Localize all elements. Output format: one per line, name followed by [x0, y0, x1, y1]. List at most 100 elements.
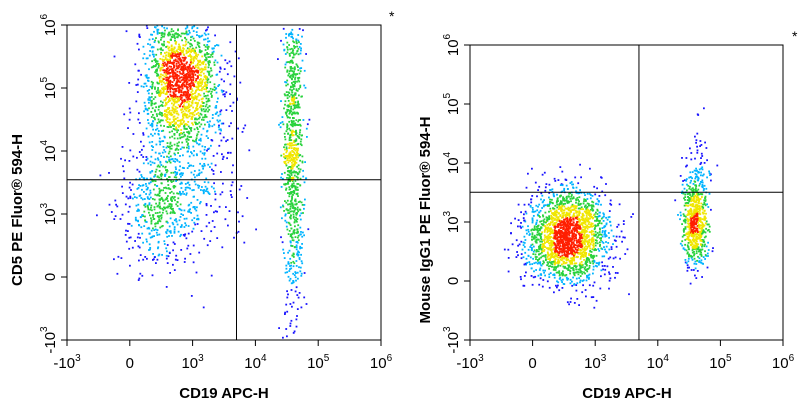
event-dot — [533, 225, 536, 228]
event-dot — [573, 258, 575, 261]
event-dot — [555, 267, 557, 269]
event-dot — [202, 306, 205, 309]
event-dot — [291, 96, 294, 98]
event-dot — [573, 244, 576, 246]
event-dot — [180, 213, 183, 215]
event-dot — [178, 134, 181, 137]
event-dot — [549, 210, 552, 212]
event-dot — [571, 203, 574, 206]
event-dot — [586, 198, 589, 200]
event-dot — [588, 266, 591, 269]
event-dot — [172, 197, 175, 200]
event-dot — [289, 257, 292, 260]
event-dot — [284, 271, 287, 274]
event-dot — [564, 265, 566, 268]
event-dot — [170, 180, 172, 182]
event-dot — [207, 137, 209, 139]
event-dot — [568, 252, 570, 255]
event-dot — [296, 123, 298, 126]
event-dot — [166, 70, 169, 73]
event-dot — [211, 117, 214, 119]
event-dot — [521, 225, 524, 228]
event-dot — [173, 123, 176, 125]
event-dot — [160, 124, 162, 127]
event-dot — [290, 59, 293, 62]
event-dot — [544, 204, 547, 207]
event-dot — [561, 248, 563, 250]
event-dot — [554, 227, 557, 229]
event-dot — [194, 50, 196, 53]
event-dot — [145, 221, 148, 223]
event-dot — [288, 70, 291, 73]
event-dot — [169, 272, 171, 274]
event-dot — [177, 104, 180, 106]
event-dot — [204, 157, 207, 160]
event-dot — [591, 222, 594, 225]
event-dot — [287, 74, 290, 77]
event-dot — [174, 93, 177, 96]
event-dot — [166, 63, 169, 65]
event-dot — [164, 165, 167, 168]
event-dot — [201, 97, 204, 100]
event-dot — [566, 213, 568, 216]
event-dot — [156, 115, 158, 117]
event-dot — [167, 107, 169, 109]
event-dot — [552, 274, 555, 276]
event-dot — [149, 124, 152, 127]
event-dot — [148, 193, 151, 196]
event-dot — [178, 91, 181, 93]
event-dot — [558, 260, 561, 263]
event-dot — [187, 55, 190, 57]
event-dot — [177, 197, 180, 200]
event-dot — [299, 154, 302, 156]
event-dot — [300, 272, 303, 275]
event-dot — [214, 59, 217, 62]
event-dot — [157, 118, 160, 121]
event-dot — [161, 254, 163, 256]
event-dot — [547, 230, 550, 232]
event-dot — [591, 195, 594, 197]
event-dot — [591, 200, 593, 203]
event-dot — [289, 235, 292, 238]
event-dot — [291, 207, 294, 209]
event-dot — [299, 226, 302, 229]
event-dot — [148, 68, 150, 71]
event-dot — [550, 241, 552, 244]
event-dot — [576, 241, 578, 244]
event-dot — [209, 75, 212, 78]
event-dot — [204, 115, 207, 118]
event-dot — [300, 233, 302, 236]
event-dot — [570, 297, 572, 300]
event-dot — [158, 192, 161, 195]
event-dot — [284, 138, 287, 141]
event-dot — [532, 253, 535, 255]
event-dot — [147, 226, 150, 229]
event-dot — [193, 195, 195, 198]
event-dot — [192, 82, 194, 84]
event-dot — [165, 169, 167, 171]
event-dot — [147, 135, 150, 138]
event-dot — [281, 116, 284, 118]
event-dot — [542, 223, 545, 226]
event-dot — [160, 155, 163, 157]
event-dot — [148, 38, 151, 41]
event-dot — [573, 237, 576, 240]
event-dot — [202, 86, 205, 89]
event-dot — [579, 269, 582, 272]
event-dot — [138, 259, 140, 262]
event-dot — [585, 230, 587, 232]
event-dot — [138, 224, 140, 226]
event-dot — [147, 208, 150, 211]
event-dot — [160, 189, 162, 192]
event-dot — [164, 173, 166, 176]
event-dot — [291, 28, 294, 31]
event-dot — [170, 158, 173, 161]
event-dot — [172, 88, 175, 91]
event-dot — [552, 260, 555, 263]
event-dot — [196, 103, 199, 106]
event-dot — [160, 225, 163, 228]
event-dot — [167, 53, 170, 56]
event-dot — [170, 95, 172, 97]
event-dot — [203, 163, 206, 165]
event-dot — [148, 232, 151, 235]
